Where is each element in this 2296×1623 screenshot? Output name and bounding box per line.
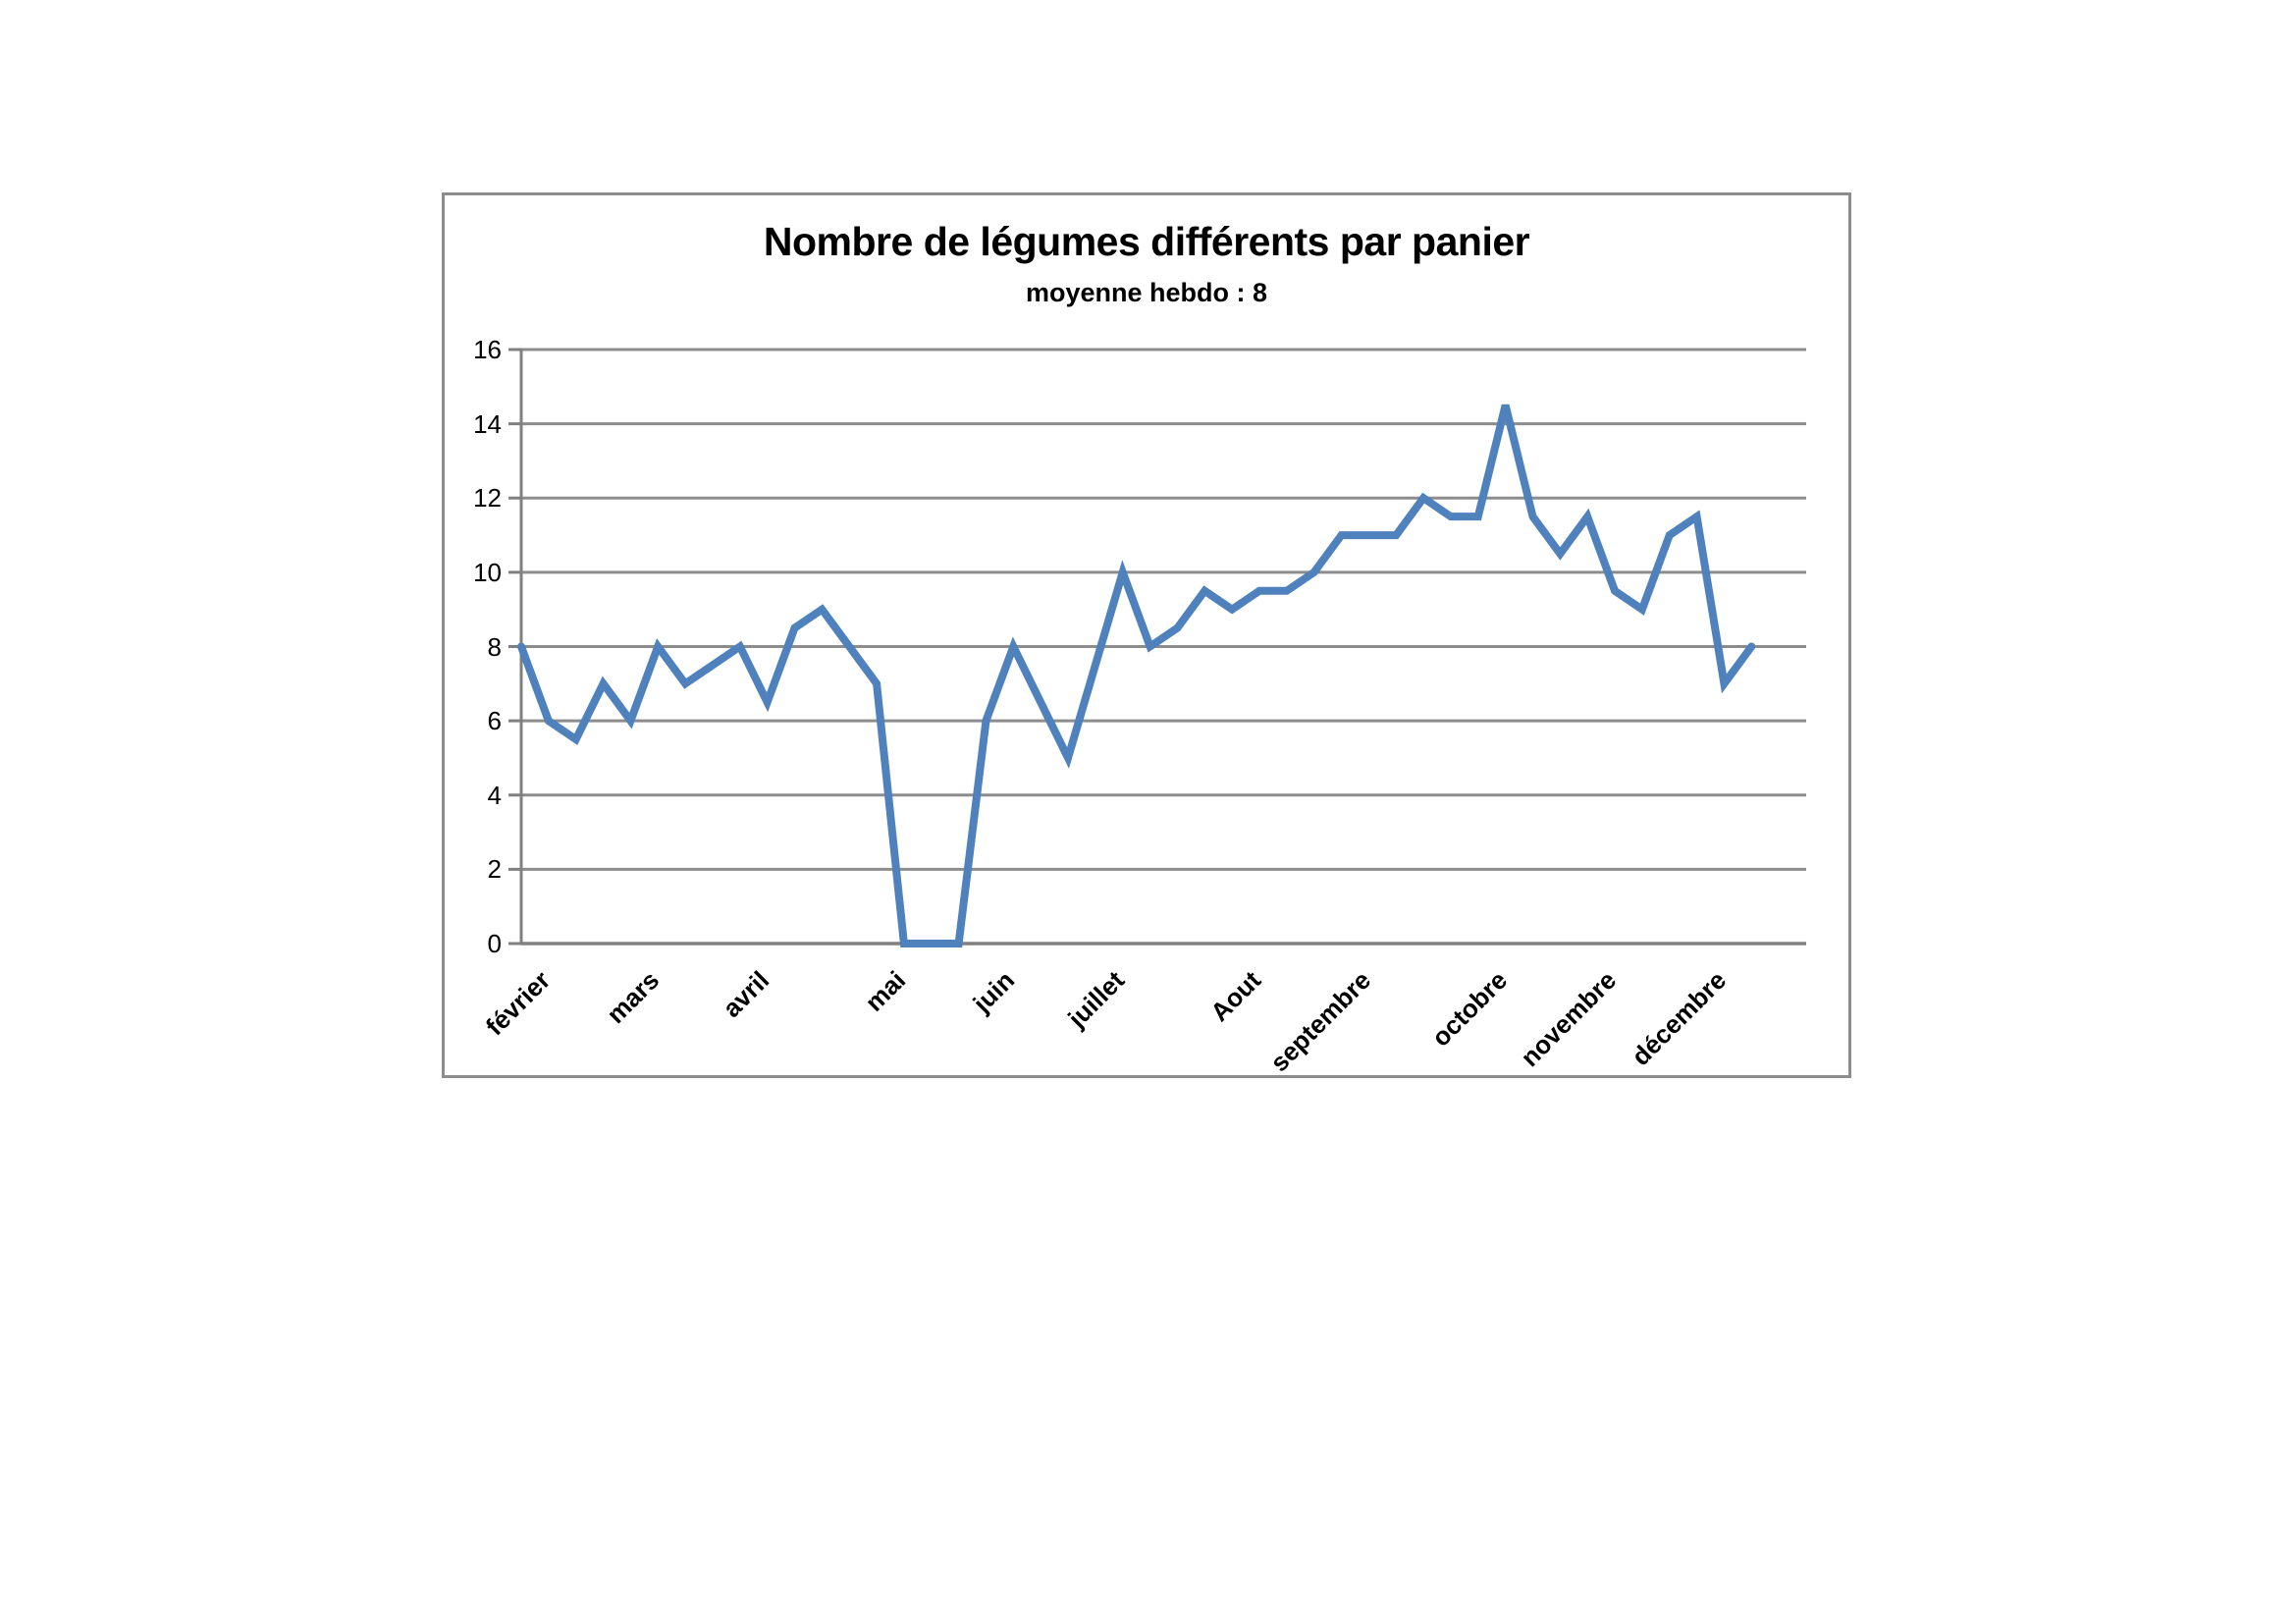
- y-tick-label: 8: [487, 631, 502, 662]
- chart-subtitle: moyenne hebdo : 8: [1025, 278, 1268, 307]
- y-tick-label: 14: [473, 408, 502, 439]
- chart-title: Nombre de légumes différents par panier: [763, 219, 1530, 264]
- data-line: [517, 404, 1756, 947]
- y-tick-label: 4: [487, 780, 502, 810]
- y-tick-label: 16: [473, 335, 502, 364]
- y-tick-label: 10: [473, 557, 502, 587]
- plot-area: [508, 348, 1806, 947]
- y-tick-label: 12: [473, 483, 502, 514]
- y-tick-label: 0: [487, 929, 502, 958]
- y-tick-label: 2: [487, 854, 502, 885]
- y-tick-label: 6: [487, 706, 502, 736]
- chart-container: Nombre de légumes différents par panier …: [442, 192, 1851, 1078]
